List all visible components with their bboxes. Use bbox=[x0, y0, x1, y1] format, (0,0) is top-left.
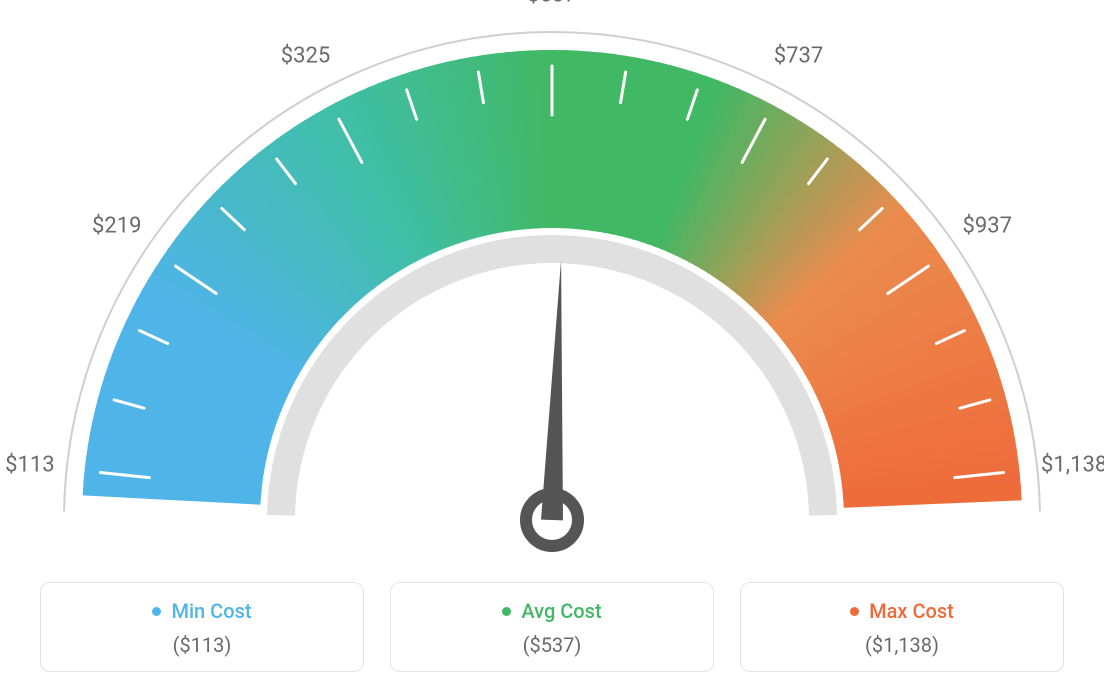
gauge-needle bbox=[541, 260, 563, 520]
legend-card-min: Min Cost ($113) bbox=[40, 582, 364, 672]
legend-card-max: Max Cost ($1,138) bbox=[740, 582, 1064, 672]
gauge-tick-label: $737 bbox=[774, 44, 823, 69]
gauge-tick-label: $1,138 bbox=[1041, 453, 1104, 478]
legend-row: Min Cost ($113) Avg Cost ($537) Max Cost… bbox=[40, 582, 1064, 672]
legend-value-max: ($1,138) bbox=[753, 633, 1051, 657]
gauge-tick-label: $937 bbox=[963, 214, 1012, 239]
legend-value-min: ($113) bbox=[53, 633, 351, 657]
gauge-tick-label: $113 bbox=[5, 453, 54, 478]
gauge-tick-label: $537 bbox=[527, 0, 576, 8]
legend-title-min: Min Cost bbox=[152, 599, 251, 623]
legend-title-avg: Avg Cost bbox=[502, 599, 601, 623]
legend-title-label: Avg Cost bbox=[521, 599, 601, 623]
gauge-svg bbox=[0, 0, 1104, 560]
legend-title-label: Max Cost bbox=[869, 599, 954, 623]
legend-card-avg: Avg Cost ($537) bbox=[390, 582, 714, 672]
legend-value-avg: ($537) bbox=[403, 633, 701, 657]
dot-icon bbox=[502, 607, 511, 616]
gauge-tick-label: $219 bbox=[92, 214, 141, 239]
legend-title-label: Min Cost bbox=[171, 599, 251, 623]
dot-icon bbox=[152, 607, 161, 616]
legend-title-max: Max Cost bbox=[850, 599, 954, 623]
dot-icon bbox=[850, 607, 859, 616]
cost-gauge: $113 $219 $325 $537 $737 $937 $1,138 bbox=[0, 0, 1104, 560]
gauge-tick-label: $325 bbox=[281, 44, 330, 69]
